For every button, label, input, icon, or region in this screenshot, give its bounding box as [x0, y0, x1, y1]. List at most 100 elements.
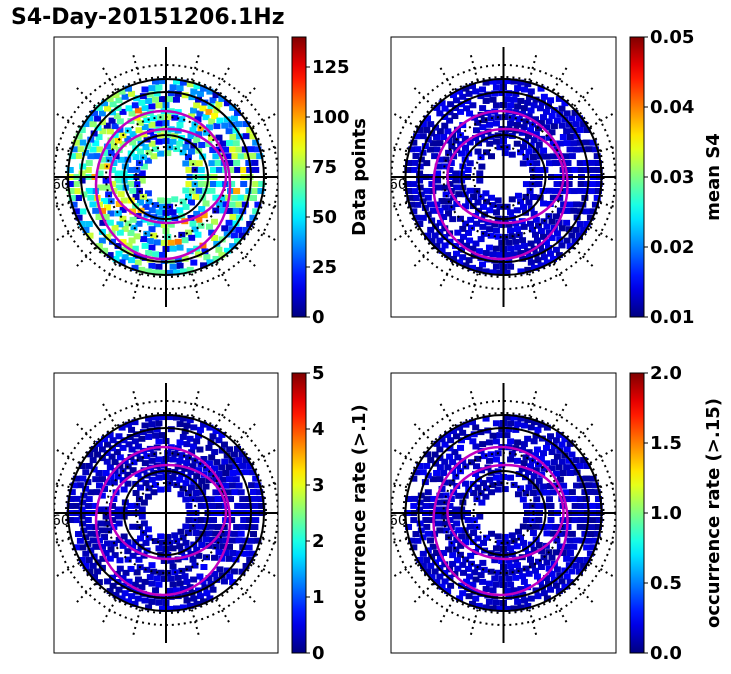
heatmap-cell	[429, 495, 437, 502]
heatmap-cell	[195, 96, 203, 103]
heatmap-cell	[431, 153, 439, 160]
heatmap-cell	[510, 605, 518, 612]
heatmap-cell	[444, 128, 452, 135]
heatmap-cell	[138, 513, 146, 520]
heatmap-cell	[537, 564, 545, 571]
longitude-spoke	[552, 263, 570, 291]
longitude-spoke	[410, 583, 434, 606]
heatmap-cell	[566, 243, 574, 250]
heatmap-cell	[169, 84, 177, 91]
heatmap-cell	[510, 251, 518, 258]
heatmap-cell	[124, 421, 132, 428]
heatmap-cell	[251, 159, 259, 166]
heatmap-cell	[467, 552, 475, 559]
heatmap-cell	[543, 424, 551, 431]
heatmap-cell	[550, 107, 558, 114]
heatmap-cell	[230, 232, 238, 239]
heatmap-cell	[114, 137, 122, 144]
heatmap-cell	[129, 216, 137, 223]
heatmap-cell	[444, 431, 452, 438]
heatmap-cell	[103, 122, 111, 129]
heatmap-cell	[529, 530, 537, 537]
heatmap-cell	[155, 474, 163, 481]
heatmap-cell	[510, 414, 518, 421]
heatmap-cell	[186, 602, 194, 609]
heatmap-cell	[205, 460, 213, 467]
heatmap-cell	[199, 105, 207, 112]
heatmap-cell	[200, 598, 208, 605]
heatmap-cell	[124, 548, 132, 555]
heatmap-cell	[547, 433, 555, 440]
longitude-spoke	[589, 111, 616, 128]
heatmap-cell	[548, 465, 556, 472]
heatmap-cell	[141, 422, 149, 429]
heatmap-cell	[145, 534, 153, 541]
heatmap-cell	[229, 550, 237, 557]
heatmap-cell	[508, 196, 516, 203]
heatmap-cell	[209, 537, 217, 543]
heatmap-cell	[215, 201, 223, 208]
heatmap-cell	[169, 581, 177, 588]
heatmap-cell	[452, 513, 460, 520]
heatmap-cell	[552, 213, 560, 220]
heatmap-cell	[419, 550, 427, 557]
heatmap-cell	[121, 225, 129, 232]
heatmap-cell	[514, 85, 522, 92]
heatmap-cell	[94, 451, 102, 458]
heatmap-cell	[79, 520, 87, 527]
longitude-spoke	[54, 201, 70, 209]
heatmap-cell	[520, 460, 528, 467]
heatmap-cell	[444, 464, 452, 471]
heatmap-cell	[218, 95, 226, 102]
heatmap-cell	[553, 453, 561, 460]
heatmap-cell	[198, 206, 206, 213]
heatmap-cell	[222, 550, 230, 557]
heatmap-cell	[479, 124, 487, 131]
heatmap-cell	[543, 223, 551, 230]
heatmap-cell	[121, 254, 129, 261]
heatmap-cell	[142, 203, 150, 210]
heatmap-cell	[441, 105, 449, 112]
heatmap-cell	[221, 122, 229, 129]
heatmap-cell	[115, 586, 123, 593]
colorbar-tick-label: 0.5	[650, 573, 682, 594]
heatmap-cell	[145, 97, 153, 104]
heatmap-cell	[229, 469, 237, 476]
heatmap-cell	[424, 547, 432, 554]
heatmap-cell	[412, 195, 420, 202]
heatmap-cell	[492, 599, 500, 606]
heatmap-cell	[533, 237, 541, 244]
heatmap-cell	[416, 184, 424, 191]
heatmap-cell	[513, 226, 521, 233]
heatmap-cell	[219, 207, 227, 214]
heatmap-cell	[82, 469, 90, 476]
heatmap-cell	[205, 575, 213, 582]
heatmap-cell	[131, 419, 139, 426]
heatmap-cell	[200, 212, 208, 219]
heatmap-cell	[92, 476, 100, 483]
heatmap-cell	[537, 119, 545, 126]
heatmap-cell	[164, 533, 172, 540]
heatmap-cell	[148, 598, 156, 605]
heatmap-cell	[242, 550, 250, 557]
heatmap-cell	[436, 207, 444, 214]
heatmap-cell	[166, 605, 174, 612]
heatmap-cell	[476, 177, 484, 184]
heatmap-cell	[412, 152, 420, 159]
heatmap-cell	[424, 115, 432, 122]
heatmap-cell	[237, 194, 245, 201]
heatmap-cell	[524, 584, 532, 591]
heatmap-cell	[185, 502, 193, 509]
heatmap-cell	[561, 436, 569, 443]
longitude-spoke	[552, 599, 570, 627]
colorbar	[629, 372, 645, 654]
heatmap-cell	[535, 542, 543, 549]
heatmap-cell	[524, 266, 532, 273]
heatmap-cell	[470, 489, 478, 496]
heatmap-cell	[452, 473, 460, 480]
overlay-inner-contour	[446, 127, 565, 225]
heatmap-cell	[589, 475, 597, 482]
heatmap-cell	[78, 556, 86, 563]
heatmap-cell	[428, 553, 436, 560]
heatmap-cell	[410, 475, 418, 482]
